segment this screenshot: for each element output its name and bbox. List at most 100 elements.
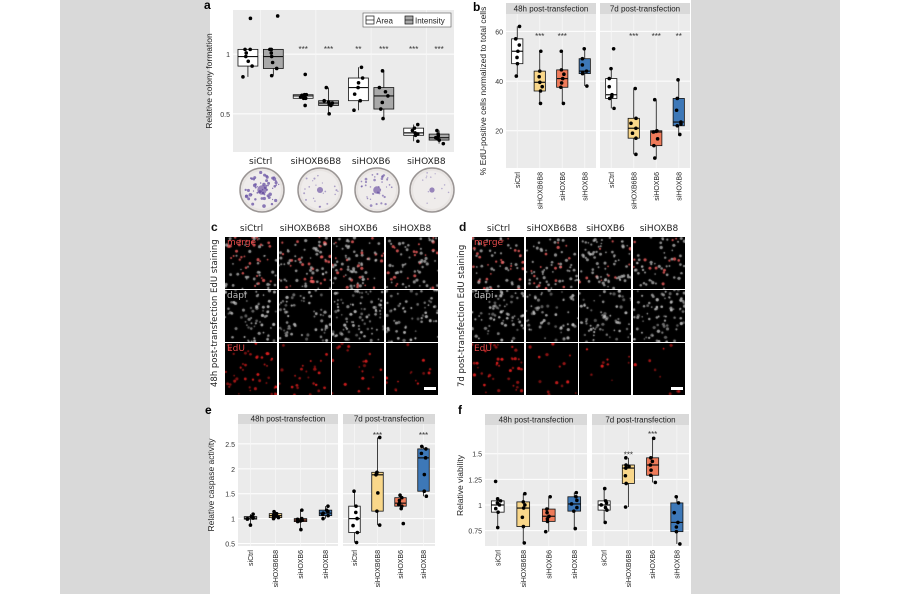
micrograph-dapi-siHOXB8 (632, 290, 685, 342)
colony (334, 193, 336, 196)
data-point (495, 497, 500, 501)
box-siHOXB8 (670, 494, 684, 546)
colony (267, 184, 269, 187)
colony (265, 184, 268, 187)
colony (262, 182, 266, 187)
colony (304, 198, 307, 201)
data-point (676, 520, 680, 525)
x-tick-label: siHOXB6 (654, 172, 661, 201)
plot-panel (238, 424, 338, 546)
data-point (275, 14, 280, 18)
data-point (269, 51, 274, 55)
colony (271, 187, 274, 190)
colony (447, 191, 450, 194)
data-point (648, 463, 653, 467)
data-point (629, 121, 633, 126)
data-point (623, 505, 628, 509)
colony (364, 177, 368, 181)
data-point (604, 501, 609, 505)
box-siHOXB8 (567, 490, 582, 531)
colony (337, 190, 339, 193)
colony (318, 205, 321, 208)
data-point (602, 486, 607, 491)
data-point (251, 512, 255, 516)
micrograph-merge-siHOXB6 (332, 237, 384, 289)
data-point (560, 76, 565, 81)
panel-b-chart: b% EdU-positive cells normalized to tota… (473, 0, 690, 209)
significance-marker: *** (652, 32, 661, 41)
row-label: merge (474, 238, 504, 248)
colony (366, 196, 368, 198)
colony (383, 195, 386, 199)
data-point (574, 494, 578, 499)
micrograph-merge-siCtrl (472, 237, 524, 289)
y-tick-label: 1 (231, 517, 235, 524)
colony (312, 180, 314, 182)
data-point (523, 503, 527, 507)
data-point (561, 101, 566, 106)
data-point (326, 100, 331, 104)
data-point (623, 473, 628, 478)
colony (263, 173, 267, 177)
box-siHOXB8-area: *** (403, 45, 425, 144)
y-axis-label: Relative viability (455, 454, 465, 516)
colony (421, 179, 424, 181)
colony (434, 173, 436, 175)
box-siHOXB6B8: *** (533, 32, 546, 106)
x-tick-label: siHOXB6 (546, 550, 553, 579)
data-point (436, 134, 441, 138)
facet-title: 7d post-transfection (605, 416, 675, 425)
box-siCtrl (605, 46, 618, 111)
data-point (324, 85, 329, 90)
micrograph-dapi-siHOXB8 (385, 290, 438, 342)
box-siCtrl (243, 512, 258, 527)
box (578, 58, 591, 75)
x-tick-label: siCtrl (248, 550, 255, 566)
data-point (582, 46, 587, 51)
colony (333, 185, 336, 188)
colony (322, 192, 324, 194)
facet-title: 48h post-transfection (514, 5, 589, 14)
data-point (270, 60, 275, 65)
row-label: dapi (227, 291, 247, 301)
right-margin (691, 0, 840, 594)
data-point (355, 516, 359, 521)
micrograph-merge-siCtrl (225, 237, 277, 289)
significance-marker: *** (298, 45, 307, 54)
colony (376, 173, 379, 176)
data-point (298, 519, 303, 523)
colony (386, 178, 388, 180)
box (262, 48, 284, 69)
box-siHOXB6: *** (650, 32, 663, 160)
data-point (400, 504, 404, 508)
y-tick-label: 0.5 (225, 542, 235, 549)
data-point (651, 130, 656, 134)
box-siCtrl (511, 24, 524, 78)
side-label: 7d post-transfection EdU staining (457, 244, 467, 387)
micrograph-edu-siCtrl (472, 343, 524, 395)
colony (308, 186, 311, 188)
y-tick-label: 40 (495, 79, 503, 86)
data-point (675, 123, 680, 128)
colony (273, 176, 275, 179)
micrograph-edu-siHOXB8 (385, 343, 438, 395)
column-header: siHOXB6B8 (279, 224, 331, 234)
y-axis-label: Relative caspase activity (206, 438, 216, 532)
y-tick-label: 0.5 (220, 112, 230, 119)
dish-siHOXB8 (409, 167, 455, 213)
data-point (248, 16, 253, 21)
y-tick-label: 0.75 (468, 529, 482, 536)
colony (268, 192, 272, 197)
panel-letter: f (458, 403, 463, 417)
data-point (609, 94, 614, 99)
x-tick-label: siHOXB8 (676, 172, 683, 201)
colony (259, 182, 262, 184)
colony (364, 180, 368, 184)
data-point (538, 89, 543, 93)
row-label: EdU (474, 344, 492, 354)
data-point (251, 515, 255, 520)
data-point (522, 541, 527, 545)
colony (373, 178, 376, 182)
data-point (495, 501, 500, 505)
data-point (248, 523, 253, 527)
